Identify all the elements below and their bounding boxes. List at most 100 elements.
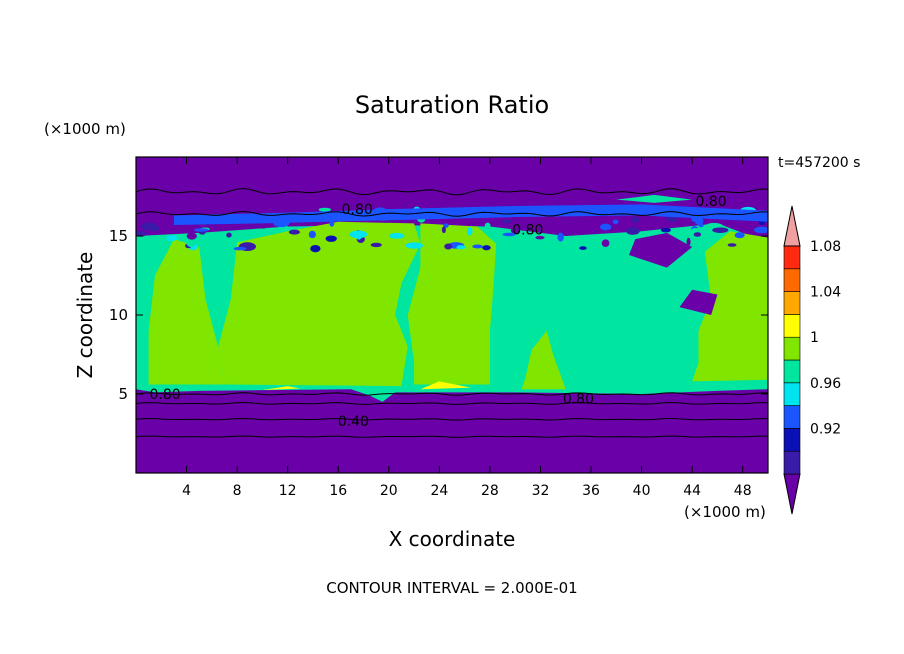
band-patch	[349, 230, 368, 239]
colorbar-label: 0.96	[810, 376, 841, 392]
supersat-region-left	[148, 239, 225, 385]
upper-transition-band	[136, 194, 768, 315]
x-tick-label: 32	[532, 483, 550, 499]
dry-pocket-2	[679, 289, 718, 315]
band-patch	[186, 232, 197, 240]
supersat-region-right	[692, 231, 768, 382]
contour-labels: 0.80 0.80 0.80 0.80 0.80 0.40	[149, 194, 726, 430]
band-patch	[288, 229, 300, 235]
colorbar: 0.92 0.96 1 1.04 1.08	[783, 205, 841, 515]
y-unit-label: (×1000 m)	[44, 120, 126, 138]
contour-label: 0.80	[563, 392, 594, 408]
x-tick-label: 24	[430, 483, 448, 499]
colorbar-label: 1	[810, 330, 819, 346]
band-patch	[734, 232, 745, 239]
y-tick-label: 15	[109, 227, 128, 245]
x-tick-label: 8	[233, 483, 242, 499]
x-tick-label: 28	[481, 483, 499, 499]
band-patch	[660, 227, 671, 233]
band-patch	[466, 227, 473, 236]
contour-line-0.20	[136, 435, 768, 438]
x-tick-label: 4	[182, 483, 191, 499]
x-tick-label: 20	[380, 483, 398, 499]
band-patch	[535, 235, 545, 240]
band-patch	[579, 246, 587, 250]
contour-label: 0.80	[696, 194, 727, 210]
x-tick-label: 16	[329, 483, 347, 499]
band-patch	[625, 227, 640, 235]
x-tick-label: 44	[683, 483, 701, 499]
band-patch	[370, 242, 382, 248]
band-patch	[472, 244, 483, 249]
supersat-spire	[521, 330, 566, 390]
saturation-field: 0.80 0.80 0.80 0.80 0.80 0.40	[136, 157, 768, 473]
colorbar-bin	[783, 359, 801, 384]
y-tick-label: 10	[109, 306, 128, 324]
colorbar-bin	[783, 450, 801, 475]
band-patch	[510, 227, 521, 234]
band-patch	[502, 232, 516, 237]
colorbar-label: 1.08	[810, 239, 841, 255]
band-patch	[484, 222, 491, 229]
contour-label: 0.80	[512, 223, 543, 239]
x-axis-label: X coordinate	[389, 527, 516, 551]
band-patch	[601, 239, 610, 248]
contour-label: 0.40	[338, 414, 369, 430]
band-patch	[712, 227, 729, 233]
colorbar-bin	[783, 428, 801, 452]
warm-spot-1	[420, 381, 471, 390]
x-unit-label: (×1000 m)	[684, 503, 766, 521]
band-patch	[329, 219, 335, 227]
band-patch	[694, 217, 704, 225]
time-label: t=457200 s	[778, 155, 860, 171]
band-patch	[258, 225, 267, 229]
colorbar-max-arrow	[783, 205, 801, 247]
band-patch	[727, 243, 737, 247]
band-patch	[753, 226, 768, 234]
band-patch	[686, 237, 691, 246]
contour-line-0.60-upper	[136, 188, 768, 196]
contour-line-0.80-lower	[136, 392, 768, 396]
band-patch	[612, 219, 619, 224]
y-tick-label: 5	[118, 385, 128, 403]
band-patch	[193, 228, 209, 232]
contour-label: 0.80	[149, 387, 180, 403]
colorbar-bin	[783, 382, 801, 406]
contour-line-0.60	[136, 402, 768, 405]
band-patch	[501, 219, 513, 224]
x-tick-label: 48	[734, 483, 752, 499]
band-patch	[599, 223, 612, 231]
contour-line-0.40	[136, 417, 768, 421]
colorbar-bin	[783, 245, 801, 270]
colorbar-bin	[783, 405, 801, 429]
colorbar-label: 1.04	[810, 285, 841, 301]
contour-label: 0.80	[342, 202, 373, 218]
supersat-region-center	[407, 223, 497, 385]
band-patch	[557, 232, 564, 242]
contour-line-0.80-upper	[136, 211, 768, 217]
band-patch	[166, 234, 178, 242]
band-patch	[389, 232, 405, 239]
band-patch	[482, 245, 491, 251]
band-patch	[441, 226, 446, 234]
band-patch	[186, 238, 196, 248]
band-patch	[750, 220, 759, 226]
upper-wisp	[616, 194, 693, 203]
colorbar-bin	[783, 291, 801, 315]
contour-lines	[136, 188, 768, 438]
band-patch	[444, 243, 453, 250]
colorbar-bin	[783, 336, 801, 361]
x-tick-label: 12	[279, 483, 297, 499]
band-patch	[136, 231, 147, 237]
band-patch	[318, 207, 331, 212]
supersat-region-center-left	[218, 221, 421, 387]
colorbar-bin	[783, 314, 801, 338]
contour-interval-footer: CONTOUR INTERVAL = 2.000E-01	[326, 579, 577, 597]
band-patch	[456, 245, 466, 250]
dry-pocket-1	[628, 232, 693, 268]
upper-streak	[173, 204, 768, 225]
x-axis-ticks: 4 8 12 16 20 24 28 32 36 40 44 48	[182, 157, 752, 499]
chart-title: Saturation Ratio	[355, 91, 549, 119]
band-patch	[310, 244, 321, 253]
